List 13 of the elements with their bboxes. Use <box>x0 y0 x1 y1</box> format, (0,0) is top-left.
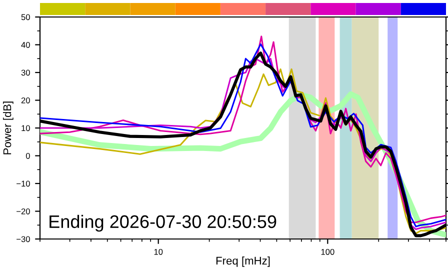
y-tick-label: −20 <box>16 208 30 214</box>
y-axis-title: Power [dB] <box>3 102 14 154</box>
y-tick-label: 40 <box>21 42 30 48</box>
y-tick-label: 50 <box>21 14 30 20</box>
y-tick-label: 20 <box>21 97 30 104</box>
y-tick-label: 30 <box>21 70 30 76</box>
y-tick-label: −30 <box>16 236 30 242</box>
y-tick-label: 0 <box>26 152 30 159</box>
annotation: Ending 2026-07-30 20:50:59 <box>50 214 276 232</box>
y-tick-label: 10 <box>22 125 30 132</box>
y-tick-label: −10 <box>16 180 30 187</box>
x-axis-title: Freq [mHz] <box>216 256 270 267</box>
x-tick-label: 100 <box>321 248 334 255</box>
